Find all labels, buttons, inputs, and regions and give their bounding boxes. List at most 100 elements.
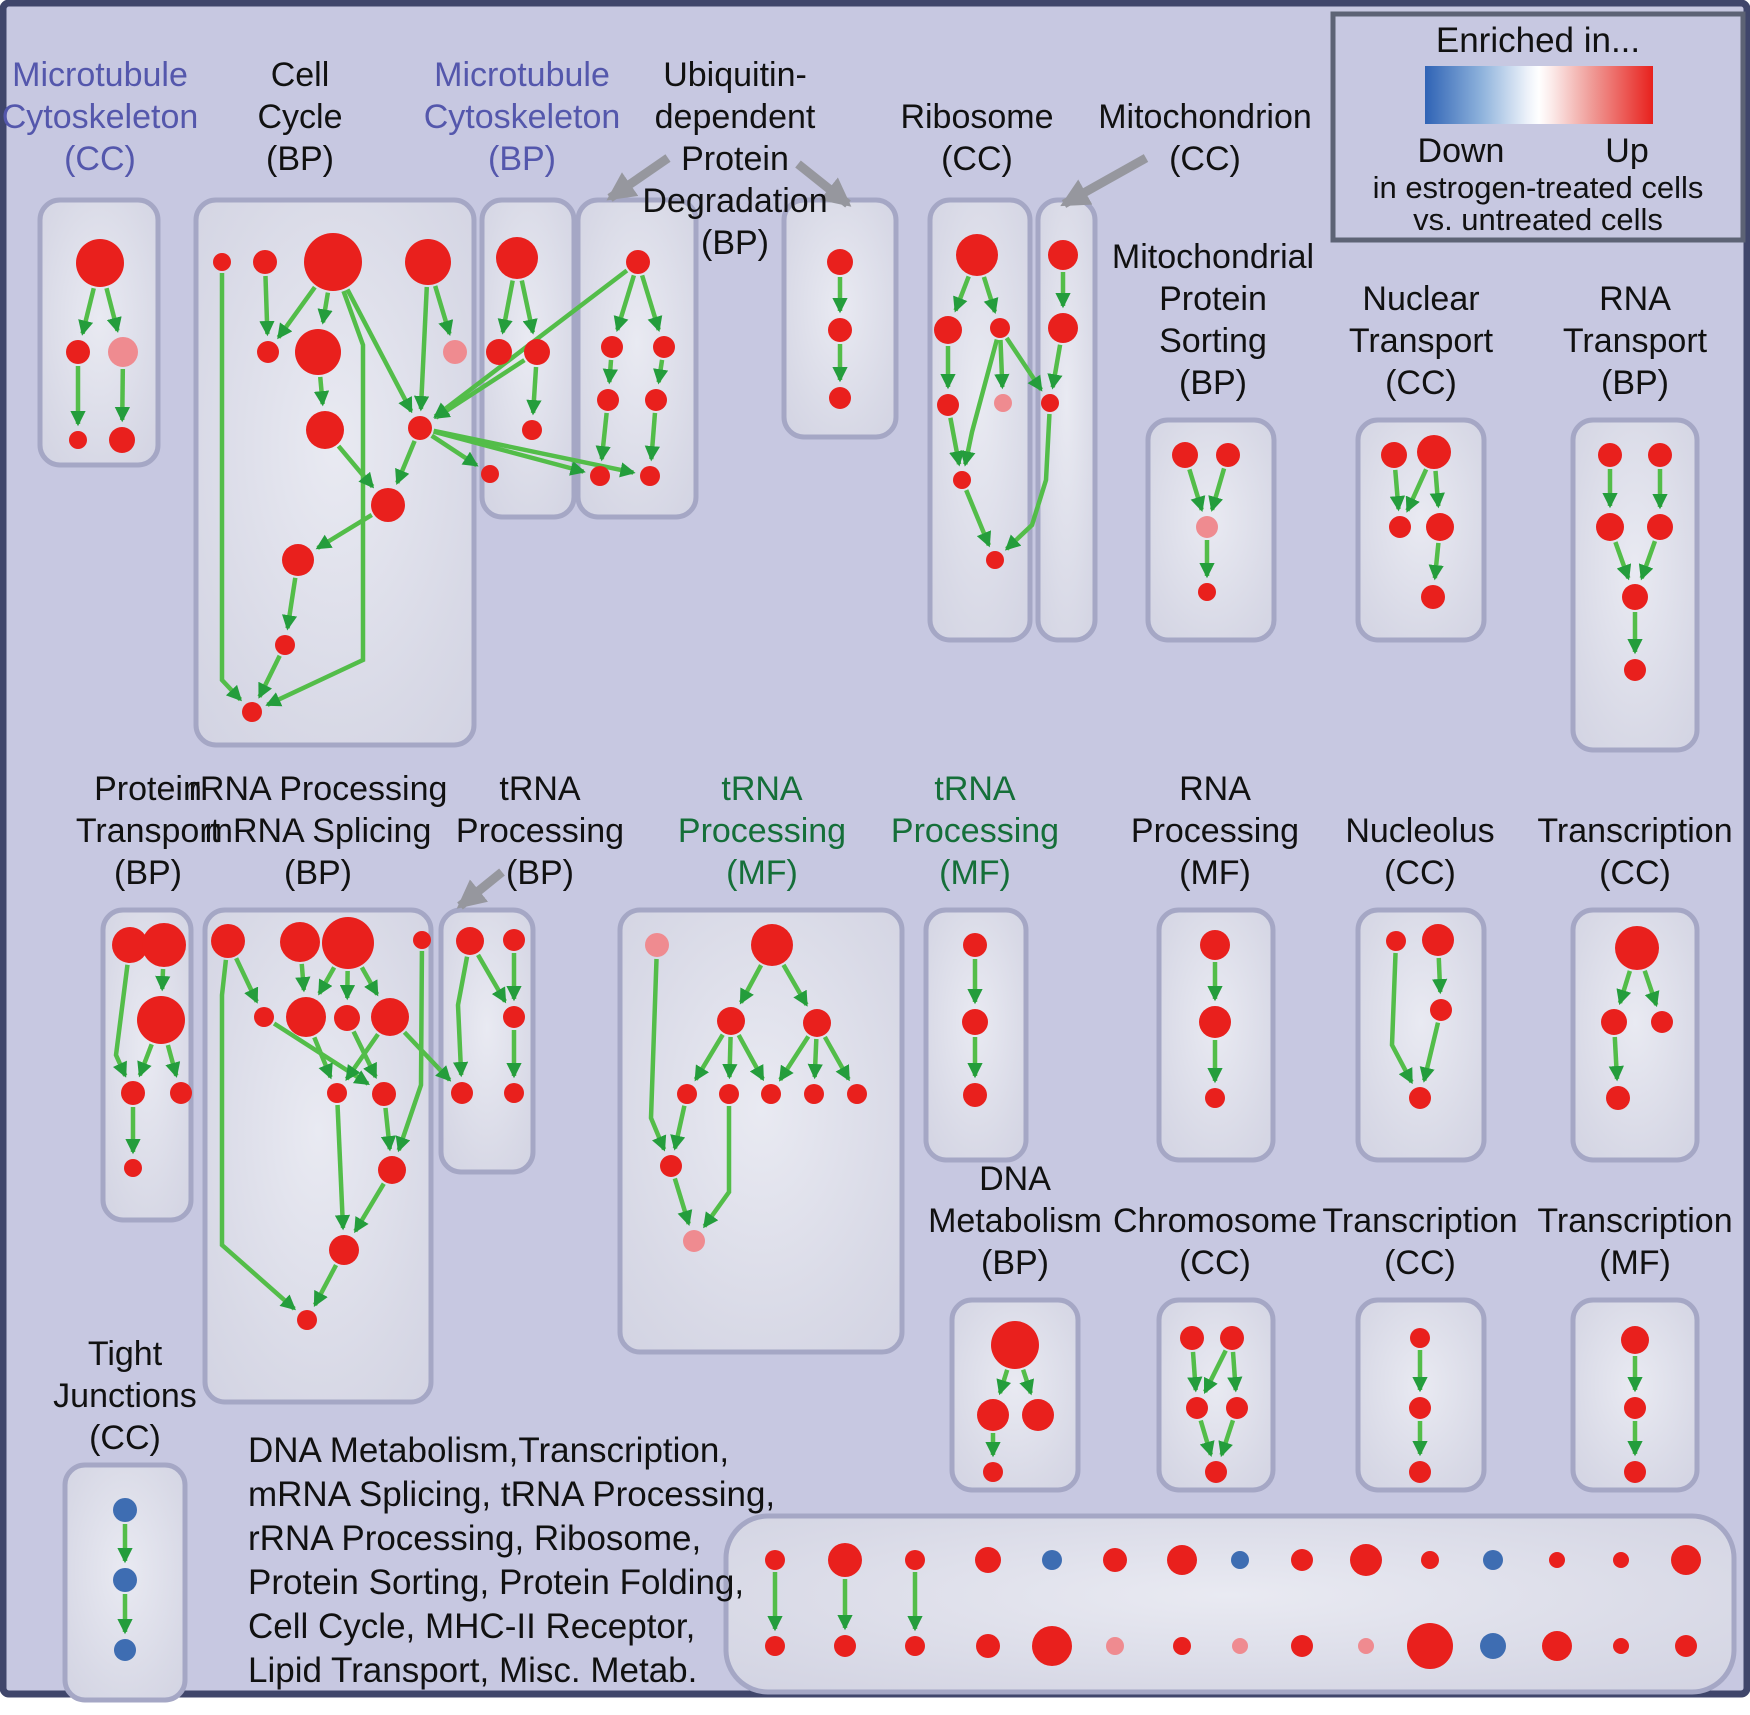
graph-edge-microtubule-cytoskeleton-bp (526, 366, 542, 416)
graph-node-red (109, 427, 135, 453)
graph-edge-cell-cycle (395, 440, 417, 485)
cluster-label-trna-processing-mf-small: tRNA (934, 770, 1016, 808)
graph-edge-microtubule-cytoskeleton-cc (114, 368, 131, 423)
graph-edge-rrna-processing-mrna-splicing (334, 1104, 351, 1231)
graph-node-red (983, 1462, 1003, 1482)
graph-node-red (1291, 1635, 1313, 1657)
cluster-label-cell-cycle: Cycle (257, 98, 342, 136)
layer-nodes (66, 66, 1701, 1669)
graph-node-red (1226, 1397, 1248, 1419)
graph-edge-ubiquitin-degradation-box1 (595, 412, 611, 462)
cluster-label-microtubule-cytoskeleton-bp: (BP) (488, 140, 556, 178)
cluster-label-mitochondrial-protein-sorting: Mitochondrial (1112, 238, 1314, 276)
graph-node-red (456, 927, 484, 955)
cluster-label-nuclear-transport: Nuclear (1362, 280, 1479, 318)
graph-node-red (1199, 1006, 1231, 1038)
graph-edge-ribosome-cc (964, 489, 992, 548)
cluster-label-chromosome-cc: (CC) (1179, 1244, 1251, 1282)
cluster-label-transcription-cc-mid: Transcription (1537, 812, 1732, 850)
graph-node-red (990, 318, 1010, 338)
graph-edge-rrna-processing-mrna-splicing (312, 1263, 339, 1307)
graph-node-blue (1042, 1550, 1062, 1570)
layer-labels: Microtubule Cytoskeleton (CC) Cell Cycle (BP)… (2, 21, 1733, 1690)
graph-node-red (934, 316, 962, 344)
graph-node-red (142, 923, 186, 967)
graph-node-red (1422, 924, 1454, 956)
graph-node-red (1430, 999, 1452, 1021)
graph-node-red (1421, 1551, 1439, 1569)
cluster-label-protein-transport: (BP) (114, 854, 182, 892)
graph-node-pink (443, 340, 467, 364)
cluster-label-microtubule-cytoskeleton-bp: Microtubule (434, 56, 610, 94)
label-pointer-arrow (606, 154, 671, 202)
cluster-box-rrna-processing-mrna-splicing (202, 907, 434, 1405)
graph-node-red (1615, 926, 1659, 970)
graph-node-red (1381, 442, 1407, 468)
graph-edge-microtubule-cytoskeleton-cc (78, 287, 96, 336)
legend-subtitle-1: in estrogen-treated cells (1373, 170, 1704, 205)
graph-edge-rrna-processing-mrna-splicing (353, 1182, 386, 1234)
graph-node-red (280, 922, 320, 962)
graph-edge-ribosome-cc (981, 276, 999, 314)
graph-cross-edge (1004, 336, 1043, 392)
graph-node-red (253, 250, 277, 274)
graph-node-red (761, 1084, 781, 1104)
graph-node-red (1216, 443, 1240, 467)
graph-edge-trna-processing-mf-large (778, 1035, 811, 1082)
graph-node-red (1167, 1545, 1197, 1575)
graph-edge-cell-cycle (281, 577, 298, 631)
graph-edge-trna-processing-mf-large (693, 1033, 725, 1082)
graph-node-pink (683, 1230, 705, 1252)
graph-node-red (413, 931, 431, 949)
graph-node-red (69, 431, 87, 449)
graph-edge-dna-metabolism (996, 1369, 1012, 1396)
graph-node-red (371, 488, 405, 522)
cluster-label-trna-processing-bp: Processing (456, 812, 624, 850)
graph-edge-ubiquitin-degradation-box1 (639, 274, 663, 332)
graph-edge-trna-processing-mf-large (672, 1177, 693, 1226)
graph-node-red (1022, 1399, 1054, 1431)
graph-edge-chromosome-cc (1198, 1419, 1215, 1457)
cluster-box-nuclear-transport (1355, 417, 1487, 643)
cluster-box-nucleolus-cc (1355, 907, 1487, 1163)
graph-node-blue (1231, 1551, 1249, 1569)
graph-node-red (1647, 514, 1673, 540)
cluster-label-chromosome-cc: Chromosome (1113, 1202, 1317, 1240)
graph-node-red (76, 239, 124, 287)
graph-node-red (1198, 583, 1216, 601)
graph-node-pink (1232, 1638, 1248, 1654)
graph-node-red (306, 411, 344, 449)
legend-title: Enriched in... (1436, 21, 1640, 60)
graph-node-red (1601, 1009, 1627, 1035)
graph-edge-chromosome-cc (1187, 1351, 1203, 1393)
cluster-label-mitochondrial-protein-sorting: Protein (1159, 280, 1267, 318)
graph-edge-trna-processing-bp (476, 953, 507, 1004)
graph-node-pink (1196, 516, 1218, 538)
graph-node-red (1671, 1545, 1701, 1575)
cluster-label-tight-junctions: Tight (88, 1335, 163, 1373)
graph-edge-ubiquitin-degradation-box1 (602, 359, 618, 385)
graph-edge-microtubule-cytoskeleton-bp (497, 280, 515, 335)
graph-edge-transcription-cc-mid (1642, 970, 1660, 1008)
graph-node-red (137, 996, 185, 1044)
graph-node-red (1103, 1548, 1127, 1572)
cluster-label-ribosome-cc: (CC) (941, 140, 1013, 178)
cluster-label-ubiquitin-degradation-box1: (BP) (701, 224, 769, 262)
graph-node-red (953, 471, 971, 489)
graph-edge-nuclear-transport (1389, 469, 1406, 512)
graph-edge-cell-cycle (317, 292, 333, 325)
graph-cross-edge (402, 1030, 452, 1082)
graph-node-red (170, 1082, 192, 1104)
graph-node-red (1651, 1011, 1673, 1033)
cluster-label-rna-processing-mf: (MF) (1179, 854, 1251, 892)
cluster-label-rna-processing-mf: Processing (1131, 812, 1299, 850)
graph-node-red (297, 1310, 317, 1330)
graph-node-red (451, 1082, 473, 1104)
graph-node-red (1613, 1552, 1629, 1568)
cluster-label-cell-cycle: (BP) (266, 140, 334, 178)
legend-gradient-bar (1425, 66, 1653, 124)
graph-node-red (275, 635, 295, 655)
graph-node-red (937, 394, 959, 416)
graph-node-red (977, 1399, 1009, 1431)
